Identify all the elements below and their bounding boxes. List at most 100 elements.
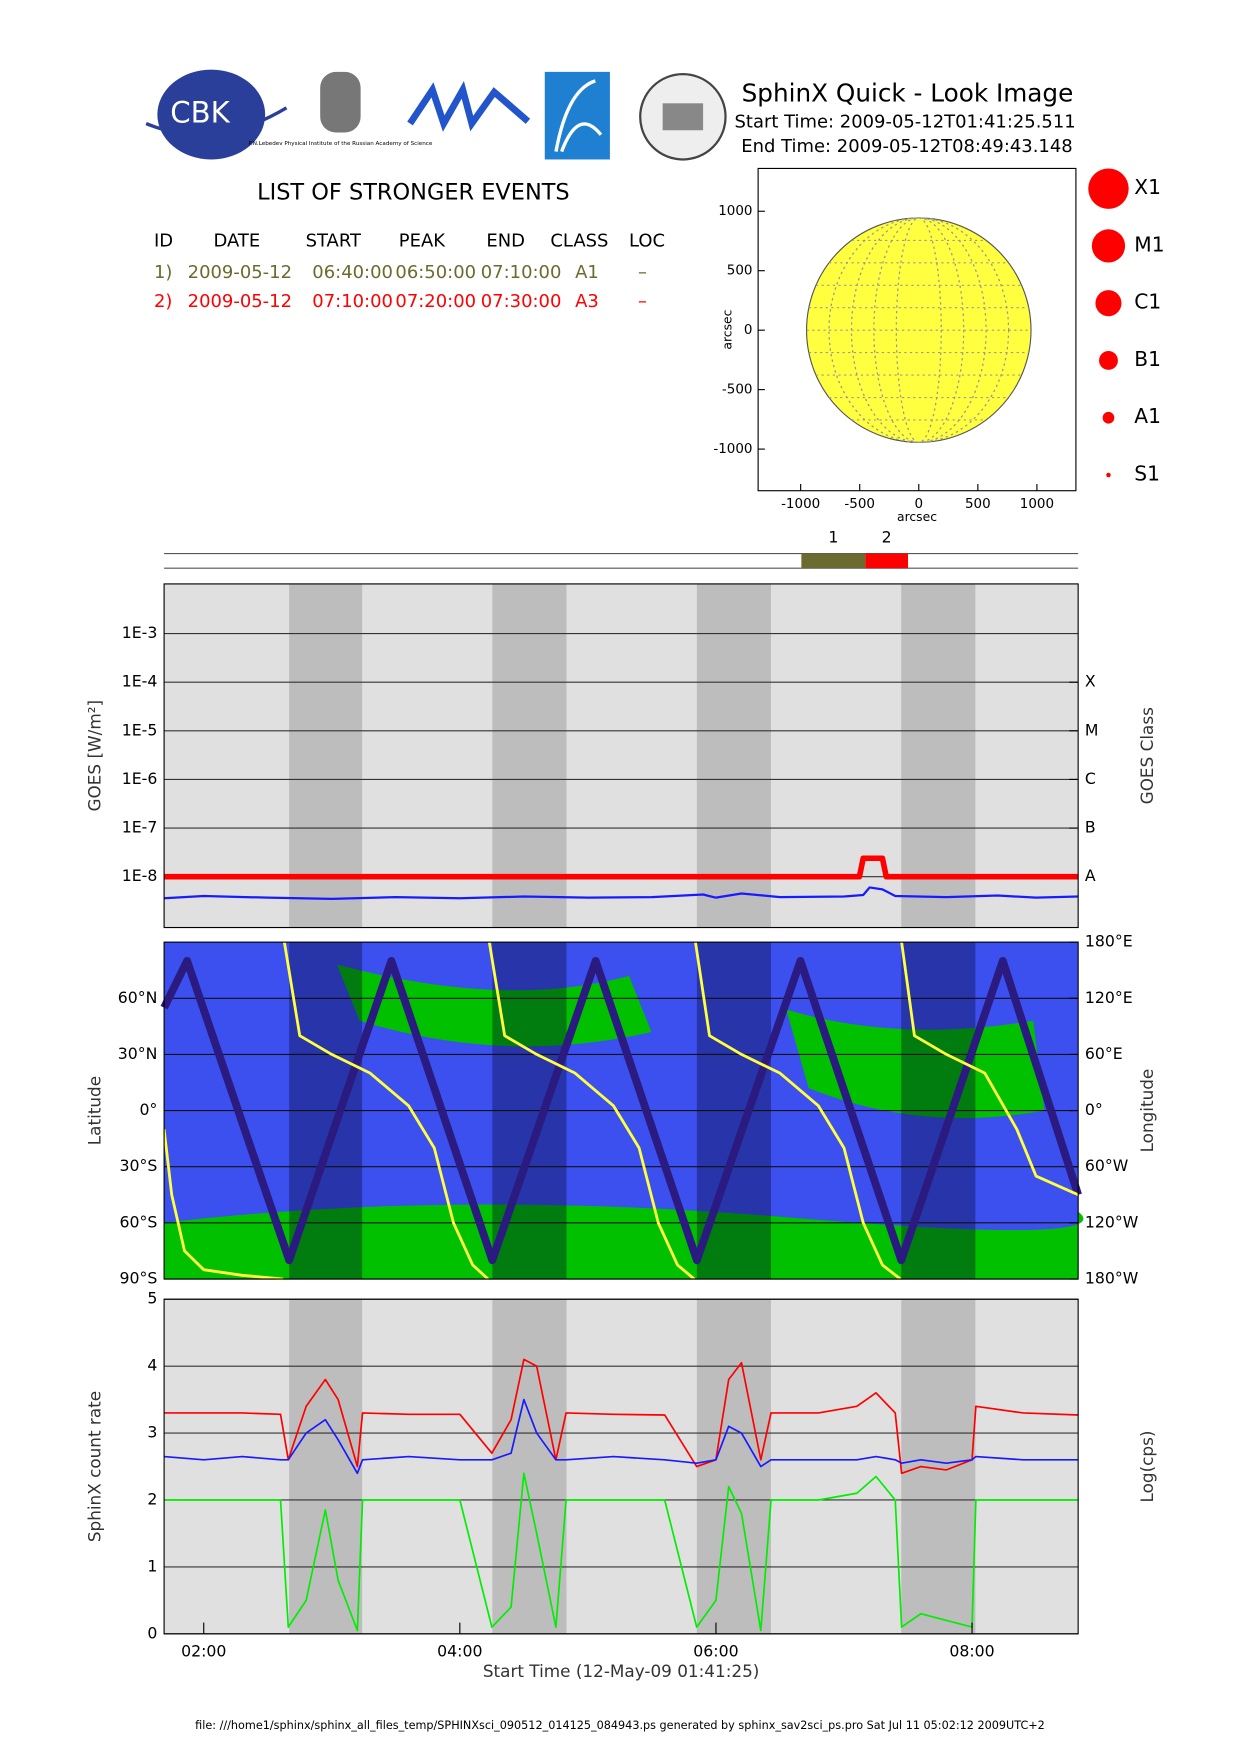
solar-disk: [805, 217, 1032, 443]
x-tick-label: 04:00: [437, 1641, 482, 1660]
size-marker: [1095, 290, 1122, 317]
event-cell: –: [638, 291, 647, 312]
size-label: S1: [1134, 461, 1160, 485]
eclipse-band: [289, 583, 363, 928]
y-tick-label: 1E-3: [122, 623, 158, 642]
y-tick-label: 30°S: [120, 1156, 158, 1175]
y2-tick-label: 60°W: [1085, 1156, 1129, 1175]
y-tick-label: -1000: [713, 441, 752, 457]
data-line: [164, 1358, 1079, 1475]
event-cell: 07:10:00: [312, 291, 393, 312]
x-tick-label: 06:00: [693, 1641, 738, 1660]
y-tick-label: -500: [722, 382, 753, 398]
size-label: C1: [1134, 290, 1161, 314]
eclipse-band: [901, 583, 976, 928]
x-tick-label: 02:00: [181, 1641, 226, 1660]
y2-axis-label: Longitude: [1137, 1069, 1157, 1153]
size-marker: [1088, 168, 1129, 209]
eclipse-band: [696, 583, 772, 928]
footer: file: ///home1/sphinx/sphinx_all_files_t…: [195, 1719, 1045, 1732]
column-header: CLASS: [550, 230, 608, 251]
data-line: [164, 886, 1079, 901]
event-cell: A3: [575, 291, 599, 312]
y-tick-label: 1E-5: [122, 720, 158, 739]
size-label: X1: [1134, 175, 1161, 199]
meridian: [850, 217, 987, 443]
cbk-text: CBK: [170, 96, 230, 130]
event-label: 1: [828, 527, 838, 546]
y2-tick-label: M: [1085, 720, 1099, 739]
y2-tick-label: 180°E: [1085, 932, 1133, 951]
cbk-logo: [157, 69, 266, 160]
y2-tick-label: 180°W: [1085, 1269, 1139, 1288]
y2-axis-label: Log(cps): [1137, 1431, 1157, 1503]
y-tick-label: 5: [147, 1289, 157, 1308]
y2-tick-label: C: [1085, 769, 1096, 788]
x-tick-label: 0: [914, 496, 923, 512]
y2-tick-label: 120°W: [1085, 1212, 1139, 1231]
y-tick-label: 500: [727, 263, 753, 279]
blue-logo-mark: [554, 79, 603, 153]
plot-frame: [163, 1298, 1079, 1635]
x-tick-label: 1000: [1020, 496, 1054, 512]
y-tick-label: 2: [147, 1489, 157, 1508]
size-marker: [1091, 229, 1126, 263]
logos: CBK P.N.Lebedev Physical Institute of th…: [145, 69, 727, 161]
x-tick-label: 500: [965, 496, 991, 512]
event-cell: 07:30:00: [481, 291, 562, 312]
y2-tick-label: X: [1085, 672, 1096, 691]
x-axis-label: arcsec: [897, 510, 937, 524]
size-label: A1: [1134, 404, 1161, 428]
y-axis-label: SphinX count rate: [85, 1391, 105, 1542]
eclipse-band: [289, 1299, 363, 1634]
column-header: START: [306, 230, 362, 251]
x-tick-label: -500: [844, 496, 875, 512]
size-marker: [1106, 472, 1111, 478]
eclipse-band: [696, 1299, 772, 1634]
y-tick-label: 3: [147, 1423, 157, 1442]
size-label: B1: [1134, 347, 1161, 371]
institute: P.N.Lebedev Physical Institute of the Ru…: [248, 141, 432, 147]
event-label: 2: [882, 527, 892, 546]
meridian: [828, 217, 1010, 443]
y-tick-label: 1E-8: [122, 866, 158, 885]
cbk-swoosh: [145, 106, 288, 137]
y2-tick-label: A: [1085, 866, 1096, 885]
y-axis-label: arcsec: [720, 309, 734, 349]
y-tick-label: 1E-7: [122, 818, 158, 837]
x-tick-label: -1000: [781, 496, 820, 512]
y-tick-label: 0: [147, 1623, 157, 1642]
x-tick-label: 08:00: [949, 1641, 994, 1660]
y-tick-label: 1000: [718, 203, 752, 219]
event-cell: 06:50:00: [395, 262, 476, 283]
y2-axis-label: GOES Class: [1137, 707, 1157, 804]
end-time: End Time: 2009-05-12T08:49:43.148: [741, 136, 1072, 157]
y-tick-label: 0°: [139, 1100, 157, 1119]
event-bar: [865, 553, 909, 569]
y-axis-label: Latitude: [85, 1076, 105, 1145]
y-tick-label: 1E-4: [122, 672, 158, 691]
y-tick-label: 4: [147, 1356, 157, 1375]
column-header: LOC: [629, 230, 665, 251]
y-tick-label: 60°S: [120, 1212, 158, 1231]
event-cell: 2009-05-12: [188, 262, 292, 283]
portrait: [320, 71, 361, 133]
meridian: [873, 217, 965, 443]
y-tick-label: 30°N: [118, 1044, 158, 1063]
event-cell: 07:20:00: [395, 291, 476, 312]
seal-building: [662, 103, 704, 131]
plot-frame: [163, 941, 1079, 1280]
y2-tick-label: 60°E: [1085, 1044, 1123, 1063]
event-cell: 2009-05-12: [188, 291, 292, 312]
column-header: END: [486, 230, 525, 251]
mifi-logo: [407, 81, 531, 132]
size-marker: [1102, 411, 1115, 424]
size-label: M1: [1134, 232, 1164, 256]
data-line: [164, 1472, 1079, 1632]
start-time: Start Time: 2009-05-12T01:41:25.511: [735, 111, 1076, 132]
data-line: [162, 941, 1079, 1281]
event-cell: 06:40:00: [312, 262, 393, 283]
blue-logo: [544, 71, 610, 160]
